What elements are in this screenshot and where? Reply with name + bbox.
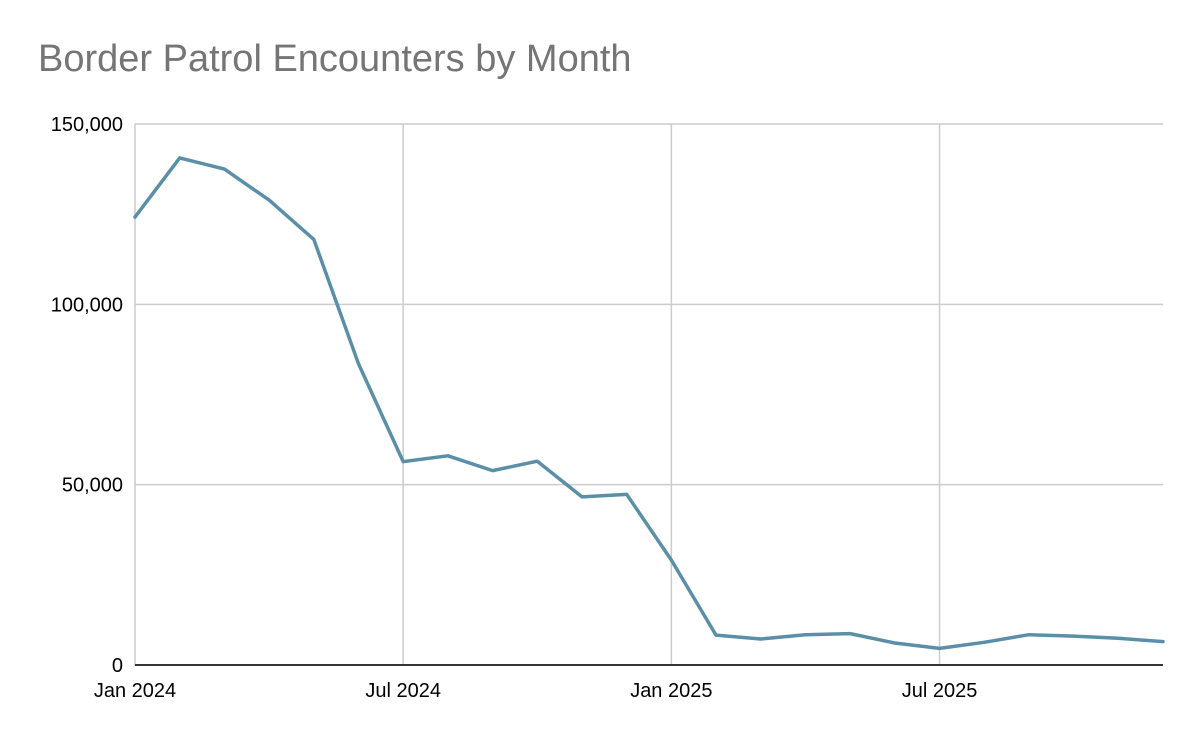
y-tick-label: 0 xyxy=(112,655,123,677)
y-tick-label: 150,000 xyxy=(51,114,123,136)
tick-labels: 0 50,000 100,000 150,000 Jan 2024 Jul 2024 Jan… xyxy=(51,114,978,702)
data-point xyxy=(356,362,360,366)
data-point xyxy=(133,215,137,219)
data-point xyxy=(803,633,807,637)
data-point xyxy=(491,469,495,473)
data-point xyxy=(893,641,897,645)
grid-lines xyxy=(135,123,1163,665)
data-point xyxy=(1116,636,1120,640)
data-point xyxy=(714,633,718,637)
data-point xyxy=(1072,634,1076,638)
data-point xyxy=(222,167,226,171)
data-point xyxy=(446,454,450,458)
data-point xyxy=(848,632,852,636)
chart-title: Border Patrol Encounters by Month xyxy=(38,38,632,80)
x-tick-label: Jul 2025 xyxy=(902,680,978,702)
data-point xyxy=(938,646,942,650)
axes xyxy=(134,124,1163,666)
data-point xyxy=(178,156,182,160)
data-point xyxy=(759,637,763,641)
data-point xyxy=(1161,640,1165,644)
data-point xyxy=(982,640,986,644)
x-tick-label: Jul 2024 xyxy=(365,680,441,702)
data-point xyxy=(580,495,584,499)
y-tick-label: 100,000 xyxy=(51,294,123,316)
data-point xyxy=(312,237,316,241)
x-tick-label: Jan 2025 xyxy=(630,680,712,702)
data-point xyxy=(625,492,629,496)
data-point xyxy=(535,459,539,463)
x-tick-label: Jan 2024 xyxy=(94,680,176,702)
data-point xyxy=(267,198,271,202)
series-line xyxy=(133,156,1165,651)
series-layer xyxy=(133,156,1165,651)
data-point xyxy=(669,558,673,562)
data-point xyxy=(401,460,405,464)
y-tick-label: 50,000 xyxy=(62,475,123,497)
data-point xyxy=(1027,633,1031,637)
